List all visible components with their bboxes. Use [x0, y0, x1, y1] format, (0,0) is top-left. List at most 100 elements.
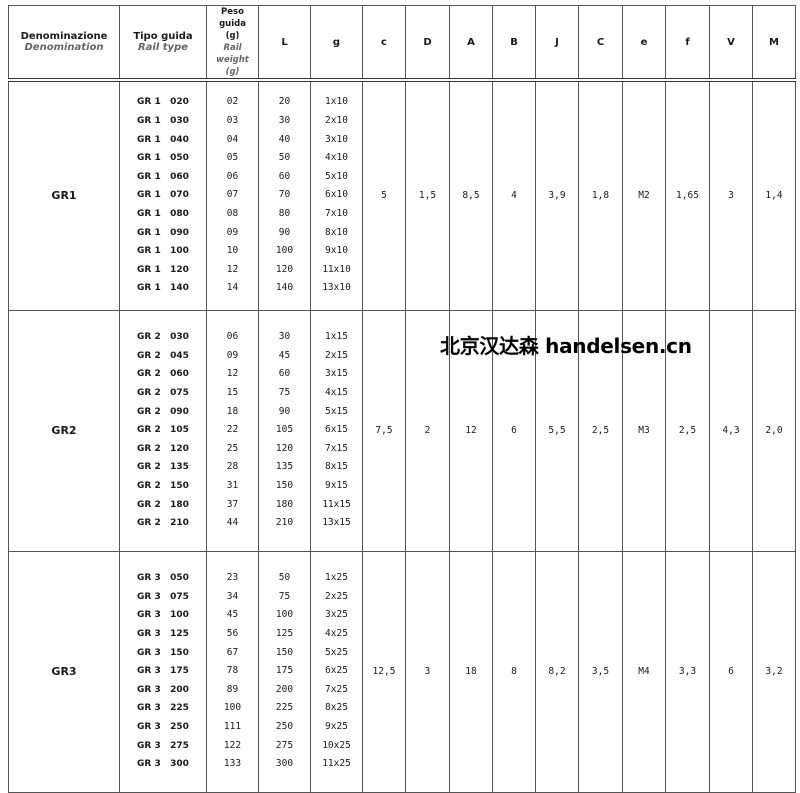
g-item: 1x10 [325, 96, 348, 108]
rail-type-item: GR 1 040 [137, 134, 189, 145]
value-v: 6 [709, 550, 753, 793]
rail-type-item: GR 1 090 [137, 227, 189, 238]
length-item: 50 [278, 152, 291, 164]
header-en-unit: (g) [225, 67, 240, 77]
value-c: 1,8 [578, 79, 623, 311]
value-v: 4,3 [709, 309, 753, 552]
header-en: Rail type [137, 42, 189, 53]
header-denominazione: Denominazione Denomination [8, 5, 120, 81]
rail-type-item: GR 1 140 [137, 283, 189, 294]
g-item: 7x10 [325, 208, 348, 220]
group-name: GR2 [8, 309, 120, 552]
header-b-5: B [492, 5, 536, 81]
rail-weight-item: 89 [226, 683, 239, 695]
g-item: 5x15 [325, 405, 348, 417]
length-item: 100 [275, 245, 294, 257]
rail-weight-item: 100 [223, 702, 242, 714]
rail-type-item: GR 1 100 [137, 246, 189, 257]
header-peso-guida: Peso guida (g) Rail weight (g) [206, 5, 259, 81]
rail-type-item: GR 3 175 [137, 666, 189, 677]
length-item: 275 [275, 739, 294, 751]
rail-type-item: GR 2 045 [137, 350, 189, 361]
length-item: 120 [275, 442, 294, 454]
length-item: 45 [278, 349, 291, 361]
header-unit: (g) [225, 31, 240, 41]
g-item: 8x15 [325, 461, 348, 473]
g-item: 3x15 [325, 368, 348, 380]
rail-type-item: GR 2 090 [137, 406, 189, 417]
rail-weight-item: 05 [226, 152, 239, 164]
length-item: 150 [275, 479, 294, 491]
value-b: 4 [492, 79, 536, 311]
rail-type-item: GR 1 020 [137, 97, 189, 108]
value-m: 3,2 [752, 550, 796, 793]
header-c-7: C [578, 5, 623, 81]
length-item: 135 [275, 461, 294, 473]
g-item: 1x15 [325, 331, 348, 343]
header-j-6: J [535, 5, 579, 81]
value-m: 1,4 [752, 79, 796, 311]
header-it: Denominazione [20, 31, 108, 42]
g-item: 9x10 [325, 245, 348, 257]
value-e: M2 [622, 79, 666, 311]
rail-weight-item: 111 [223, 720, 242, 732]
length-item: 200 [275, 683, 294, 695]
group-row-gr2: GR2 GR 2 030 GR 2 045 GR 2 060 GR 2 075 GR 2 … [8, 309, 796, 552]
rail-weight-item: 44 [226, 517, 239, 529]
header-a-4: A [449, 5, 493, 81]
header-g-1: g [310, 5, 363, 81]
length-item: 175 [275, 665, 294, 677]
g-item: 6x15 [325, 424, 348, 436]
value-d: 3 [405, 550, 450, 793]
rail-type-item: GR 1 060 [137, 171, 189, 182]
value-f: 3,3 [665, 550, 710, 793]
value-f: 2,5 [665, 309, 710, 552]
value-m: 2,0 [752, 309, 796, 552]
length-item: 75 [278, 590, 291, 602]
rail-weight-item: 02 [226, 96, 239, 108]
header-it: Peso guida [219, 7, 246, 29]
rail-weight-item: 08 [226, 208, 239, 220]
rail-weight-item: 34 [226, 590, 239, 602]
g-list: 1x15 2x15 3x15 4x15 5x15 6x15 7x15 8x15 9x15 11x1… [310, 309, 363, 552]
length-item: 210 [275, 517, 294, 529]
value-c: 7,5 [362, 309, 406, 552]
rail-weight-list: 23 34 45 56 67 78 89 100 111 122 133 [206, 550, 259, 793]
value-f: 1,65 [665, 79, 710, 311]
rail-weight-item: 78 [226, 665, 239, 677]
g-item: 4x10 [325, 152, 348, 164]
length-item: 50 [278, 572, 291, 584]
g-list: 1x25 2x25 3x25 4x25 5x25 6x25 7x25 8x25 9x25 10x2… [310, 550, 363, 793]
rail-weight-item: 133 [223, 758, 242, 770]
header-en: Denomination [24, 42, 104, 53]
header-d-3: D [405, 5, 450, 81]
g-item: 13x15 [322, 517, 351, 529]
length-item: 100 [275, 609, 294, 621]
rail-type-item: GR 3 150 [137, 647, 189, 658]
rail-weight-item: 31 [226, 479, 239, 491]
g-item: 3x25 [325, 609, 348, 621]
g-item: 10x25 [322, 739, 351, 751]
rail-weight-item: 06 [226, 170, 239, 182]
g-item: 4x25 [325, 628, 348, 640]
rail-weight-item: 67 [226, 646, 239, 658]
rail-weight-item: 10 [226, 245, 239, 257]
header-e-8: e [622, 5, 666, 81]
g-item: 5x25 [325, 646, 348, 658]
g-item: 6x10 [325, 189, 348, 201]
length-item: 75 [278, 387, 291, 399]
g-item: 11x10 [322, 263, 351, 275]
header-l-0: L [258, 5, 311, 81]
rail-weight-item: 12 [226, 263, 239, 275]
length-item: 30 [278, 115, 291, 127]
length-item: 20 [278, 96, 291, 108]
value-j: 8,2 [535, 550, 579, 793]
value-e: M3 [622, 309, 666, 552]
rail-weight-item: 04 [226, 133, 239, 145]
value-e: M4 [622, 550, 666, 793]
length-item: 150 [275, 646, 294, 658]
length-item: 120 [275, 263, 294, 275]
watermark: 北京汉达森 handelsen.cn [440, 334, 692, 358]
header-it: Tipo guida [133, 31, 193, 42]
rail-type-item: GR 2 180 [137, 499, 189, 510]
